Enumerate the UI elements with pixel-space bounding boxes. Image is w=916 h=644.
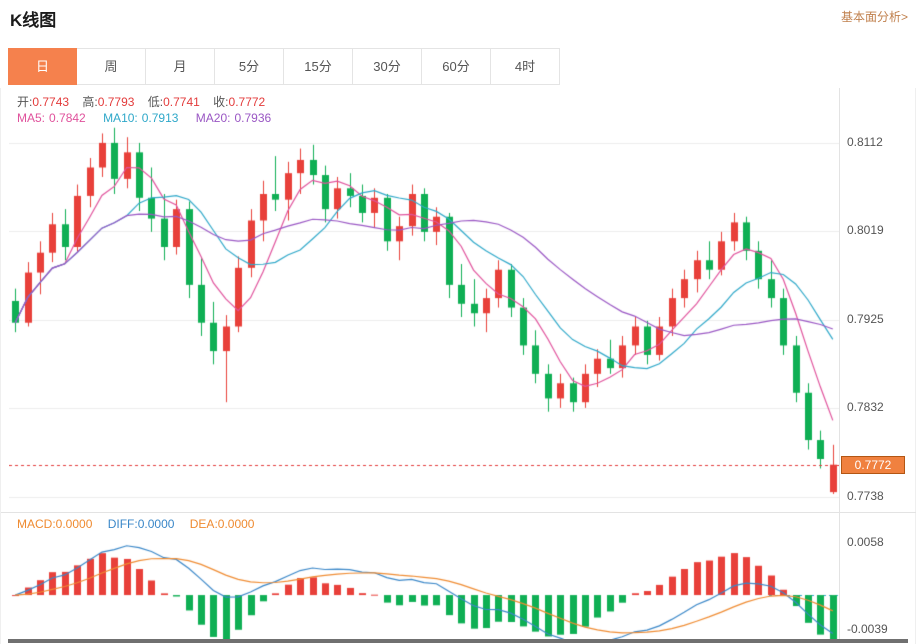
header: K线图 基本面分析> [0,0,916,44]
open-label: 开: [17,95,33,109]
ma10-value: 0.7913 [141,111,179,125]
main-y-axis-tick: 0.8112 [847,134,883,149]
close-value: 0.7772 [228,95,266,109]
macd-y-axis-tick: -0.0039 [847,622,888,637]
ma-info: MA5: 0.7842 MA10: 0.7913 MA20: 0.7936 [17,111,285,125]
page-title: K线图 [10,11,57,30]
dea-value: DEA:0.0000 [189,517,255,531]
period-tabbar: 日 周 月 5分 15分 30分 60分 4时 [8,48,560,85]
tab-day[interactable]: 日 [8,48,77,85]
tab-month[interactable]: 月 [146,48,215,85]
open-value: 0.7743 [32,95,70,109]
ma20-label: MA20: [195,111,231,125]
main-y-axis-tick: 0.7738 [847,488,884,503]
tab-30min[interactable]: 30分 [353,48,422,85]
macd-info: MACD:0.0000 DIFF:0.0000 DEA:0.0000 [17,517,266,531]
tab-15min[interactable]: 15分 [284,48,353,85]
tab-week[interactable]: 周 [77,48,146,85]
tab-4hour[interactable]: 4时 [491,48,560,85]
high-value: 0.7793 [97,95,135,109]
current-price-tag: 0.7772 [841,455,905,474]
ma20-value: 0.7936 [234,111,272,125]
main-y-axis-tick: 0.7925 [847,311,884,326]
low-label: 低: [147,95,164,109]
tab-60min[interactable]: 60分 [422,48,491,85]
main-y-axis-tick: 0.8019 [847,222,884,237]
ma10-label: MA10: [103,111,138,125]
ma5-label: MA5: [17,111,46,125]
tab-5min[interactable]: 5分 [215,48,284,85]
macd-value: MACD:0.0000 [17,517,93,531]
macd-y-axis-tick: 0.0058 [847,535,884,550]
chart-scrollbar[interactable] [8,639,908,643]
high-label: 高: [82,95,98,109]
y-axis-separator [839,88,840,639]
diff-value: DIFF:0.0000 [107,517,175,531]
macd-chart-canvas[interactable] [9,535,839,639]
close-label: 收: [213,95,229,109]
candlestick-chart-canvas[interactable] [9,88,839,512]
main-y-axis-tick: 0.7832 [847,399,884,414]
chart-section: 开:0.7743 高:0.7793 低:0.7741 收:0.7772 MA5:… [0,88,916,644]
low-value: 0.7741 [163,95,200,109]
ma5-value: 0.7842 [49,111,86,125]
macd-panel-divider [1,512,916,513]
ohlc-info: 开:0.7743 高:0.7793 低:0.7741 收:0.7772 [17,93,275,110]
fundamental-analysis-link[interactable]: 基本面分析> [840,10,908,24]
